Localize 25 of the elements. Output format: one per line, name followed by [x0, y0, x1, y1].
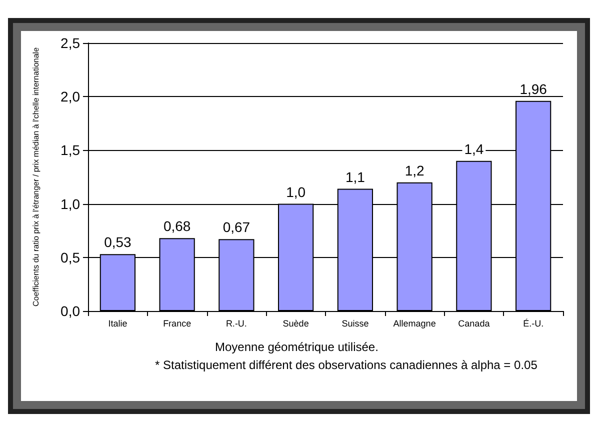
x-tick-label: Suède	[282, 318, 309, 328]
data-label: 0,68	[163, 218, 191, 234]
x-tick-label: Canada	[458, 318, 490, 328]
data-label: 1,1	[345, 168, 366, 185]
x-tick-label: France	[163, 318, 192, 328]
x-tick-label: Suisse	[342, 318, 369, 328]
x-tick-label: Allemagne	[393, 318, 436, 328]
x-tick-label: Italie	[108, 318, 128, 328]
y-tick-label: 1,5	[60, 142, 80, 158]
y-tick-label: 0,0	[60, 303, 80, 319]
data-label: 1,4	[464, 140, 484, 157]
text: * Statistiquement différent des observations canadiennes à alpha = 0.05	[155, 358, 538, 372]
data-label: 1,2	[404, 162, 425, 178]
data-label: 0,53	[104, 234, 132, 250]
y-tick-label: 2,5	[60, 35, 80, 51]
text: Moyenne géométrique utilisée.	[215, 340, 378, 354]
data-label: 1,0	[286, 184, 306, 200]
data-label: 0,67	[222, 219, 250, 236]
y-tick-label: 2,0	[60, 88, 80, 105]
y-tick-label: 0,5	[60, 249, 80, 266]
y-axis-title: Coefficients du ratio prix à l'étranger / prix médian à l'chelle internationale	[32, 46, 40, 307]
y-tick-label: 1,0	[60, 196, 80, 212]
data-label: 1,96	[520, 80, 548, 97]
x-tick-label: É.-U.	[523, 318, 544, 328]
x-tick-label: R.-U.	[226, 318, 247, 328]
